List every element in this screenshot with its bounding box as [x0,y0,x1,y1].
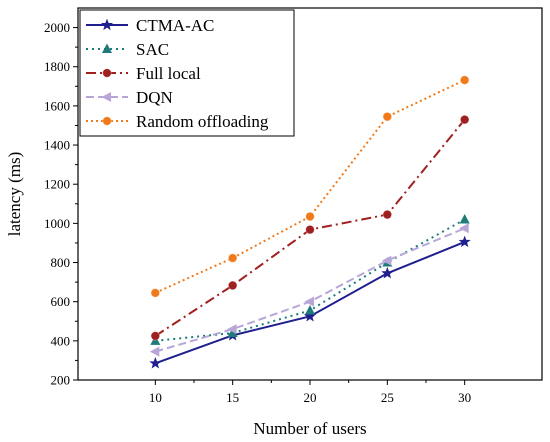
data-point-1-1 [227,327,238,338]
data-point-4-0 [150,288,161,298]
data-point-4-4 [459,75,470,85]
y-tick-label-200: 200 [51,373,71,388]
ticks-layer: 200 400 600 800 1000 1200 1400 1600 1800 2000 10 15… [44,20,471,405]
series-line-4 [154,79,466,294]
data-point-3-2 [304,296,314,307]
data-point-2-1 [227,280,238,291]
y-tick-label-800: 800 [51,255,71,270]
y-tick-label-1800: 1800 [44,59,70,74]
data-point-1-2 [305,304,315,315]
y-tick-label-1200: 1200 [44,177,70,192]
legend-label-1: SAC [136,40,169,59]
data-point-0-3 [381,266,394,279]
x-axis-title: Number of users [253,419,366,438]
legend-marker-0 [100,18,114,31]
legend-label-2: Full local [136,64,201,83]
legend-label-4: Random offloading [136,112,269,131]
data-point-2-4 [459,114,470,125]
y-tick-label-600: 600 [51,294,71,309]
data-point-0-4 [458,235,471,248]
legend-marker-3 [101,92,111,102]
data-point-0-2 [303,310,317,322]
y-tick-label-400: 400 [51,333,71,348]
y-tick-label-1400: 1400 [44,138,70,153]
legend-marker-4 [102,116,112,126]
legend-marker-2 [102,68,112,78]
series-3 [149,223,469,357]
data-point-3-4 [459,223,469,234]
data-point-3-1 [227,324,237,335]
legend-label-0: CTMA-AC [136,16,214,35]
data-point-2-0 [150,331,161,341]
x-tick-label-15: 15 [226,390,239,405]
series-2 [150,114,470,341]
y-tick-label-2000: 2000 [44,20,70,35]
data-point-3-0 [149,346,160,357]
x-tick-label-30: 30 [458,390,471,405]
x-tick-label-25: 25 [381,390,394,405]
series-layer [149,75,471,369]
series-4 [150,75,470,298]
x-tick-label-10: 10 [149,390,162,405]
data-point-3-3 [381,255,392,266]
legend: CTMA-AC SAC Full local DQN Random offloading [79,9,295,137]
series-line-1 [155,218,466,342]
series-line-3 [155,227,466,353]
x-tick-label-20: 20 [304,390,317,405]
legend-label-3: DQN [136,88,173,107]
data-point-4-2 [305,211,315,222]
data-point-4-3 [382,111,393,122]
legend-marker-1 [102,43,112,53]
data-point-1-4 [459,213,470,224]
y-axis-title: latency (ms) [5,152,24,237]
data-point-2-3 [382,209,393,220]
data-point-4-1 [227,253,238,263]
data-point-2-2 [305,224,315,235]
data-point-0-0 [149,357,162,369]
y-tick-label-1000: 1000 [44,216,70,231]
y-tick-label-1600: 1600 [44,98,70,113]
